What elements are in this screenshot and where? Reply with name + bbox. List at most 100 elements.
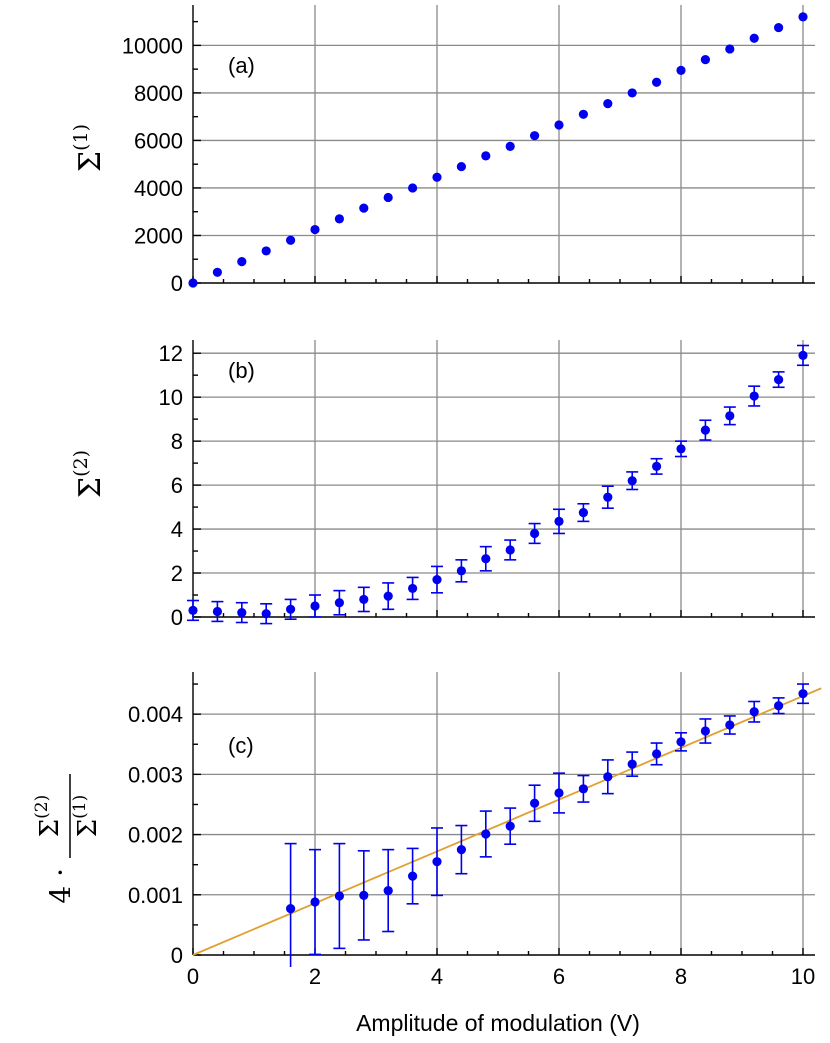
ylabel-a: Σ(1) — [70, 124, 108, 172]
data-point — [408, 183, 418, 193]
y-tick-label: 2 — [171, 561, 183, 586]
data-point — [212, 606, 222, 617]
y-tick-label: 2000 — [134, 223, 183, 248]
data-point — [652, 749, 662, 759]
data-point — [603, 492, 613, 502]
data-point — [456, 845, 466, 855]
y-tick-label: 8 — [171, 429, 183, 454]
ylabel-b-symbol: Σ — [73, 477, 108, 498]
data-point — [456, 566, 466, 576]
data-point — [774, 701, 784, 711]
ylabel-c-den-symbol: Σ — [73, 819, 103, 837]
data-point — [725, 720, 735, 730]
ylabel-c-denominator: Σ(1) — [70, 795, 103, 837]
panel-c: 0 0.001 0.002 0.003 0.004 0 2 4 6 8 10 (c) — [128, 672, 822, 989]
x-tick-label: 0 — [187, 964, 199, 989]
data-point — [652, 461, 662, 472]
data-point — [749, 707, 759, 717]
ylabel-a-sup: (1) — [70, 124, 92, 151]
data-point — [481, 554, 491, 564]
ylabel-a-symbol: Σ — [73, 151, 108, 172]
data-point — [774, 374, 784, 385]
data-point — [310, 897, 320, 907]
data-point — [383, 885, 393, 896]
data-point — [749, 391, 759, 401]
data-point — [383, 591, 393, 601]
data-point — [481, 151, 491, 161]
data-point — [725, 411, 735, 421]
ylabel-c-prefix: 4 · — [44, 868, 77, 904]
data-point — [554, 788, 564, 798]
panel-b: 0 2 4 6 8 10 12 (b) — [159, 340, 815, 630]
data-point — [530, 131, 540, 141]
x-tick-label: 10 — [791, 964, 815, 989]
y-tick-label: 8000 — [134, 81, 183, 106]
data-point — [408, 583, 418, 594]
data-point — [334, 598, 344, 608]
data-point — [359, 594, 369, 605]
y-tick-label: 0 — [171, 605, 183, 630]
data-point — [700, 425, 711, 435]
data-point — [432, 172, 442, 182]
data-point — [408, 871, 418, 881]
data-point — [530, 798, 540, 808]
data-point — [505, 545, 515, 555]
data-point — [456, 161, 466, 172]
data-point — [554, 516, 564, 526]
y-tick-label: 6000 — [134, 128, 183, 153]
data-point — [286, 604, 296, 614]
y-tick-label: 6 — [171, 473, 183, 498]
x-axis-label: Amplitude of modulation (V) — [356, 1010, 640, 1036]
y-tick-label: 0 — [171, 271, 183, 296]
x-tick-label: 6 — [553, 964, 565, 989]
y-tick-label: 4 — [171, 517, 183, 542]
ylabel-c-num-sup: (2) — [32, 795, 52, 819]
data-point — [676, 65, 686, 75]
data-point — [188, 605, 198, 616]
data-point — [603, 99, 613, 109]
data-point — [432, 575, 442, 585]
data-point — [603, 772, 613, 782]
data-point — [700, 55, 711, 65]
panel-label: (c) — [228, 733, 254, 758]
data-point — [334, 891, 344, 901]
data-point — [578, 784, 589, 794]
data-point — [798, 350, 808, 360]
panel-label: (b) — [228, 358, 255, 383]
data-point — [578, 507, 589, 518]
data-point — [334, 214, 344, 224]
y-tick-label: 4000 — [134, 176, 183, 201]
ylabel-c-num-symbol: Σ — [35, 819, 65, 837]
x-tick-label: 2 — [309, 964, 321, 989]
ylabel-c-numerator: Σ(2) — [32, 795, 65, 837]
data-point — [627, 759, 637, 769]
panel-a: 0 2000 4000 6000 8000 10000 (a) — [122, 5, 815, 296]
data-point — [261, 609, 271, 619]
data-point — [212, 267, 222, 277]
y-tick-label: 0.001 — [128, 883, 183, 908]
data-point — [530, 528, 540, 539]
y-tick-label: 0.003 — [128, 762, 183, 787]
data-point — [237, 608, 247, 618]
data-point — [676, 737, 686, 747]
data-point — [383, 192, 393, 203]
data-point — [505, 821, 515, 831]
data-point — [798, 12, 808, 22]
data-point — [627, 88, 637, 98]
y-tick-label: 12 — [159, 341, 183, 366]
y-tick-label: 0.002 — [128, 823, 183, 848]
data-point — [310, 601, 320, 611]
data-point — [505, 141, 515, 151]
data-point — [676, 444, 686, 454]
x-tick-label: 8 — [675, 964, 687, 989]
y-tick-label: 0.004 — [128, 702, 183, 727]
ylabel-c: 4 · Σ(2) Σ(1) — [32, 774, 103, 904]
y-tick-label: 10 — [159, 385, 183, 410]
data-point — [554, 120, 564, 130]
data-point — [261, 246, 271, 256]
ylabel-b-sup: (2) — [70, 450, 92, 477]
data-point — [578, 109, 589, 119]
data-point — [359, 203, 369, 213]
data-point — [286, 235, 296, 245]
